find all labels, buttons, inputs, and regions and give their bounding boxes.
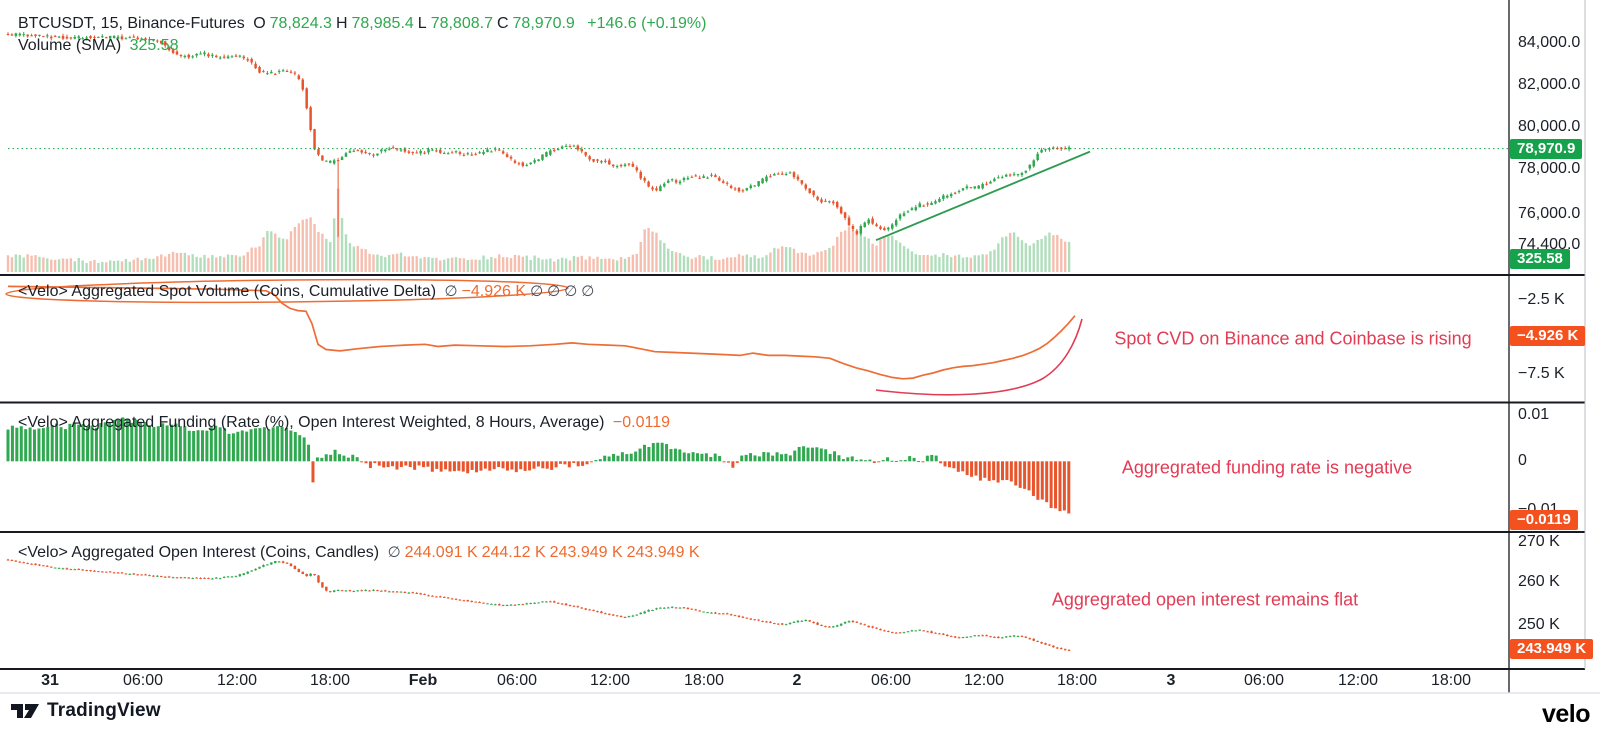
oi-status-values: ∅ 244.091 K 244.12 K 243.949 K 243.949 K — [388, 544, 704, 561]
ohlc-values: O 78,824.3 H 78,985.4 L 78,808.7 C 78,970.9 — [253, 15, 579, 32]
ohlc-label: O — [253, 15, 266, 32]
cvd-status-item: ∅ — [530, 283, 544, 300]
time-axis-label: 18:00 — [683, 672, 725, 689]
volume-indicator-row: Volume (SMA) 325.58 — [18, 37, 183, 55]
oi-indicator-row: <Velo> Aggregated Open Interest (Coins, … — [18, 543, 708, 562]
ohlc-label: C — [496, 15, 509, 32]
price-axis-label: 74,400.0 — [1518, 236, 1581, 253]
chart-annotation-text[interactable]: Spot CVD on Binance and Coinbase is risi… — [1114, 328, 1472, 349]
oi-status-item: 243.949 K — [626, 544, 700, 561]
oi-status-item: 243.949 K — [549, 544, 623, 561]
price-axis-label: 250 K — [1518, 616, 1560, 633]
velo-logo[interactable]: velo — [1541, 700, 1591, 729]
funding-indicator-row: <Velo> Aggregated Funding (Rate (%), Ope… — [18, 414, 674, 432]
last-value-badge: −0.0119 — [1510, 510, 1578, 530]
ohlc-label: L — [417, 15, 427, 32]
ohlc-value: 78,970.9 — [512, 15, 575, 32]
price-axis-label: 260 K — [1518, 573, 1560, 590]
time-axis-label: 2 — [792, 672, 802, 689]
chart-annotation-text[interactable]: Aggregrated funding rate is negative — [1121, 457, 1413, 478]
price-axis-label: 82,000.0 — [1518, 76, 1581, 93]
time-axis-label: 12:00 — [589, 672, 631, 689]
time-axis-label: 31 — [41, 672, 59, 689]
last-value-badge: 243.949 K — [1510, 639, 1594, 659]
tradingview-logo-text: TradingView — [47, 700, 161, 721]
time-axis-label: 06:00 — [122, 672, 164, 689]
cvd-status-values: ∅ −4.926 K ∅ ∅ ∅ ∅ — [444, 283, 598, 300]
price-axis-label: −2.5 K — [1518, 291, 1565, 308]
time-axis-label: 3 — [1166, 672, 1176, 689]
cvd-status-item: ∅ — [547, 283, 561, 300]
funding-value: −0.0119 — [612, 414, 670, 431]
time-axis-label: 12:00 — [1337, 672, 1379, 689]
ohlc-value: 78,824.3 — [269, 15, 332, 32]
price-axis-label: −7.5 K — [1518, 365, 1565, 382]
velo-logo-text: velo — [1541, 700, 1591, 728]
oi-indicator-title[interactable]: <Velo> Aggregated Open Interest (Coins, … — [18, 544, 380, 561]
last-value-badge: 325.58 — [1510, 249, 1570, 269]
last-value-badge: 78,970.9 — [1510, 139, 1583, 159]
oi-status-item: ∅ — [387, 544, 401, 561]
time-axis-label: 18:00 — [309, 672, 351, 689]
ohlc-label: H — [335, 15, 348, 32]
volume-indicator-title[interactable]: Volume (SMA) — [18, 37, 122, 54]
price-axis-label: 270 K — [1518, 533, 1560, 550]
cvd-status-item: ∅ — [581, 283, 595, 300]
cvd-indicator-row: <Velo> Aggregated Spot Volume (Coins, Cu… — [18, 282, 602, 301]
funding-indicator-title[interactable]: <Velo> Aggregated Funding (Rate (%), Ope… — [18, 414, 605, 431]
tradingview-logo[interactable]: TradingView — [10, 700, 161, 722]
cvd-status-item: ∅ — [444, 283, 458, 300]
chart-annotation-text[interactable]: Aggregrated open interest remains flat — [1051, 589, 1359, 610]
price-axis-label: 0 — [1518, 452, 1527, 469]
ohlc-value: 78,985.4 — [351, 15, 414, 32]
volume-value: 325.58 — [129, 37, 179, 54]
time-axis-label: 12:00 — [216, 672, 258, 689]
time-axis-label: 06:00 — [1243, 672, 1285, 689]
time-axis-label: Feb — [408, 672, 438, 689]
price-axis-label: 80,000.0 — [1518, 118, 1581, 135]
cvd-status-item: ∅ — [564, 283, 578, 300]
time-axis-label: 18:00 — [1430, 672, 1472, 689]
oi-status-item: 244.091 K — [404, 544, 478, 561]
price-axis-label: 0.01 — [1518, 406, 1550, 423]
price-axis-label: 76,000.0 — [1518, 205, 1581, 222]
time-axis-label: 18:00 — [1056, 672, 1098, 689]
tradingview-logo-icon — [11, 704, 39, 718]
price-change: +146.6 (+0.19%) — [587, 15, 707, 32]
time-axis-label: 06:00 — [496, 672, 538, 689]
price-axis-label: 84,000.0 — [1518, 34, 1581, 51]
price-axis-label: 78,000.0 — [1518, 160, 1581, 177]
cvd-status-item: −4.926 K — [461, 283, 527, 300]
last-value-badge: −4.926 K — [1510, 326, 1586, 346]
oi-status-item: 244.12 K — [481, 544, 546, 561]
symbol-title[interactable]: BTCUSDT, 15, Binance-Futures — [18, 15, 245, 32]
time-axis-label: 06:00 — [870, 672, 912, 689]
cvd-indicator-title[interactable]: <Velo> Aggregated Spot Volume (Coins, Cu… — [18, 283, 437, 300]
symbol-ohlc-row: BTCUSDT, 15, Binance-Futures O 78,824.3 H 7… — [18, 15, 710, 33]
time-axis-label: 12:00 — [963, 672, 1005, 689]
ohlc-value: 78,808.7 — [430, 15, 493, 32]
